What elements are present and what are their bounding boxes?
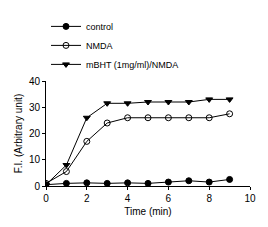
svg-text:30: 30 [29, 102, 41, 113]
svg-text:4: 4 [125, 193, 131, 204]
svg-text:mBHT (1mg/ml)/NMDA: mBHT (1mg/ml)/NMDA [86, 60, 178, 70]
svg-text:Time (min): Time (min) [124, 206, 171, 217]
svg-text:0: 0 [43, 193, 49, 204]
svg-text:10: 10 [244, 193, 256, 204]
svg-text:control: control [86, 22, 113, 32]
svg-text:NMDA: NMDA [86, 41, 113, 51]
svg-text:10: 10 [29, 154, 41, 165]
svg-text:40: 40 [29, 76, 41, 87]
svg-text:8: 8 [206, 193, 212, 204]
svg-text:F.I. (Arbitrary unit): F.I. (Arbitrary unit) [13, 94, 24, 173]
svg-text:6: 6 [166, 193, 172, 204]
svg-text:0: 0 [34, 181, 40, 192]
svg-text:20: 20 [29, 128, 41, 139]
svg-text:2: 2 [84, 193, 90, 204]
